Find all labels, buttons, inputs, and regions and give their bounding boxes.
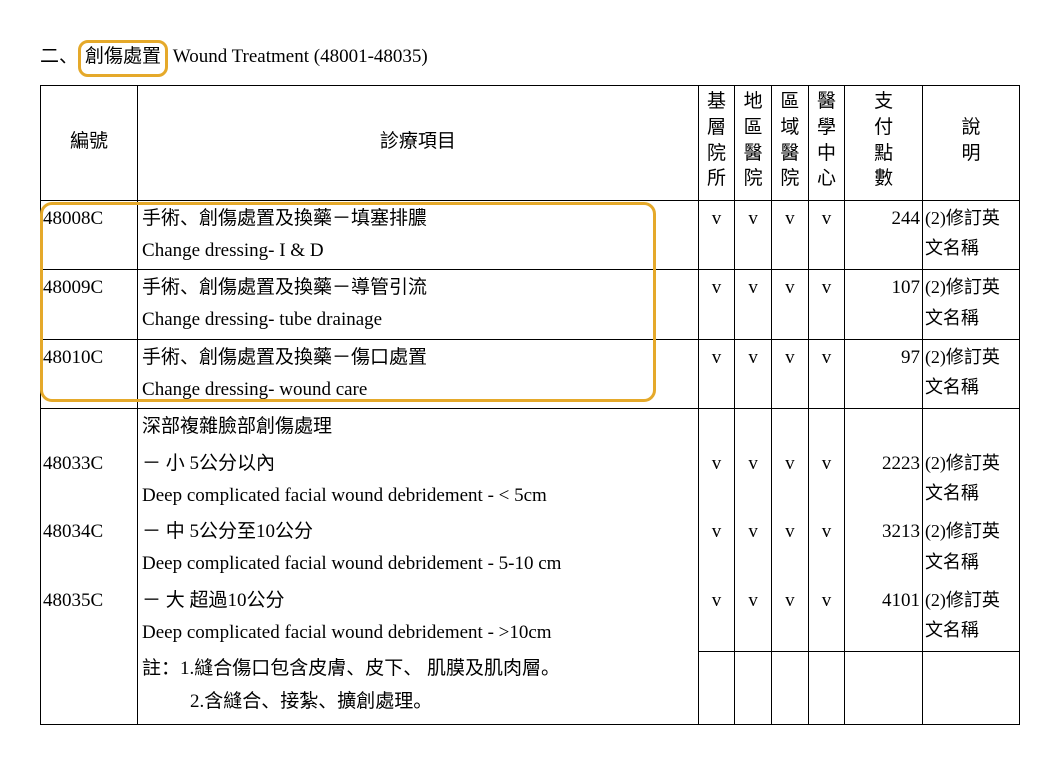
v-cell: v <box>698 200 735 270</box>
table-row: 48008C手術、創傷處置及換藥－填塞排膿Change dressing- I … <box>41 200 1020 270</box>
v-cell: v <box>698 270 735 340</box>
v-cell: v <box>698 446 735 515</box>
header-points: 支付點數 <box>845 85 923 200</box>
table-row: 48034C－ 中 5公分至10公分Deep complicated facia… <box>41 514 1020 583</box>
v-cell: v <box>735 270 772 340</box>
v-cell: v <box>808 583 845 652</box>
v-cell <box>735 651 772 724</box>
table-row: 深部複雜臉部創傷處理 <box>41 409 1020 446</box>
v-cell: v <box>808 200 845 270</box>
item-cell: 深部複雜臉部創傷處理 <box>138 409 699 446</box>
fee-table: 編號 診療項目 基層院所 地區醫院 區域醫院 醫學中心 支付點數 說明 4800… <box>40 85 1020 725</box>
item-cell: 手術、創傷處置及換藥－導管引流Change dressing- tube dra… <box>138 270 699 340</box>
code-cell <box>41 651 138 724</box>
v-cell: v <box>735 514 772 583</box>
v-cell: v <box>808 339 845 409</box>
table-row: 註：1.縫合傷口包含皮膚、皮下、 肌膜及肌肉層。2.含縫合、接紮、擴創處理。 <box>41 651 1020 724</box>
note-cell: (2)修訂英文名稱 <box>922 514 1019 583</box>
points-cell: 4101 <box>845 583 923 652</box>
note-cell: (2)修訂英文名稱 <box>922 583 1019 652</box>
code-cell: 48035C <box>41 583 138 652</box>
header-note: 說明 <box>922 85 1019 200</box>
code-cell: 48008C <box>41 200 138 270</box>
header-item: 診療項目 <box>138 85 699 200</box>
title-prefix: 二、 <box>40 46 78 67</box>
header-c4: 醫學中心 <box>808 85 845 200</box>
v-cell: v <box>772 514 809 583</box>
code-cell: 48033C <box>41 446 138 515</box>
v-cell <box>735 409 772 446</box>
table-row: 48009C手術、創傷處置及換藥－導管引流Change dressing- tu… <box>41 270 1020 340</box>
points-cell <box>845 409 923 446</box>
header-row: 編號 診療項目 基層院所 地區醫院 區域醫院 醫學中心 支付點數 說明 <box>41 85 1020 200</box>
title-english: Wound Treatment (48001-48035) <box>168 46 428 67</box>
item-cell: － 大 超過10公分Deep complicated facial wound … <box>138 583 699 652</box>
v-cell: v <box>808 270 845 340</box>
table-row: 48033C－ 小 5公分以內Deep complicated facial w… <box>41 446 1020 515</box>
item-cell: － 中 5公分至10公分Deep complicated facial woun… <box>138 514 699 583</box>
header-c2: 地區醫院 <box>735 85 772 200</box>
v-cell: v <box>735 339 772 409</box>
points-cell: 3213 <box>845 514 923 583</box>
v-cell <box>808 409 845 446</box>
title-highlight: 創傷處置 <box>78 40 168 77</box>
code-cell <box>41 409 138 446</box>
note-cell: (2)修訂英文名稱 <box>922 446 1019 515</box>
section-title: 二、創傷處置 Wound Treatment (48001-48035) <box>40 40 1024 77</box>
v-cell: v <box>808 446 845 515</box>
header-c1: 基層院所 <box>698 85 735 200</box>
points-cell: 244 <box>845 200 923 270</box>
note-cell: (2)修訂英文名稱 <box>922 270 1019 340</box>
points-cell: 2223 <box>845 446 923 515</box>
v-cell: v <box>772 270 809 340</box>
v-cell: v <box>735 446 772 515</box>
note-cell: (2)修訂英文名稱 <box>922 200 1019 270</box>
v-cell: v <box>735 200 772 270</box>
v-cell: v <box>698 583 735 652</box>
table-row: 48035C－ 大 超過10公分Deep complicated facial … <box>41 583 1020 652</box>
v-cell: v <box>808 514 845 583</box>
v-cell: v <box>772 200 809 270</box>
points-cell: 97 <box>845 339 923 409</box>
code-cell: 48034C <box>41 514 138 583</box>
v-cell <box>698 409 735 446</box>
item-cell: 手術、創傷處置及換藥－傷口處置Change dressing- wound ca… <box>138 339 699 409</box>
table-wrapper: 編號 診療項目 基層院所 地區醫院 區域醫院 醫學中心 支付點數 說明 4800… <box>40 85 1024 725</box>
note-cell <box>922 651 1019 724</box>
v-cell: v <box>735 583 772 652</box>
item-cell: － 小 5公分以內Deep complicated facial wound d… <box>138 446 699 515</box>
note-cell <box>922 409 1019 446</box>
v-cell <box>698 651 735 724</box>
footnote-cell: 註：1.縫合傷口包含皮膚、皮下、 肌膜及肌肉層。2.含縫合、接紮、擴創處理。 <box>138 651 699 724</box>
v-cell <box>772 651 809 724</box>
v-cell: v <box>772 583 809 652</box>
v-cell: v <box>698 514 735 583</box>
code-cell: 48009C <box>41 270 138 340</box>
points-cell: 107 <box>845 270 923 340</box>
v-cell <box>772 409 809 446</box>
points-cell <box>845 651 923 724</box>
header-c3: 區域醫院 <box>772 85 809 200</box>
item-cell: 手術、創傷處置及換藥－填塞排膿Change dressing- I & D <box>138 200 699 270</box>
code-cell: 48010C <box>41 339 138 409</box>
v-cell: v <box>698 339 735 409</box>
note-cell: (2)修訂英文名稱 <box>922 339 1019 409</box>
table-row: 48010C手術、創傷處置及換藥－傷口處置Change dressing- wo… <box>41 339 1020 409</box>
v-cell: v <box>772 446 809 515</box>
v-cell: v <box>772 339 809 409</box>
v-cell <box>808 651 845 724</box>
header-code: 編號 <box>41 85 138 200</box>
